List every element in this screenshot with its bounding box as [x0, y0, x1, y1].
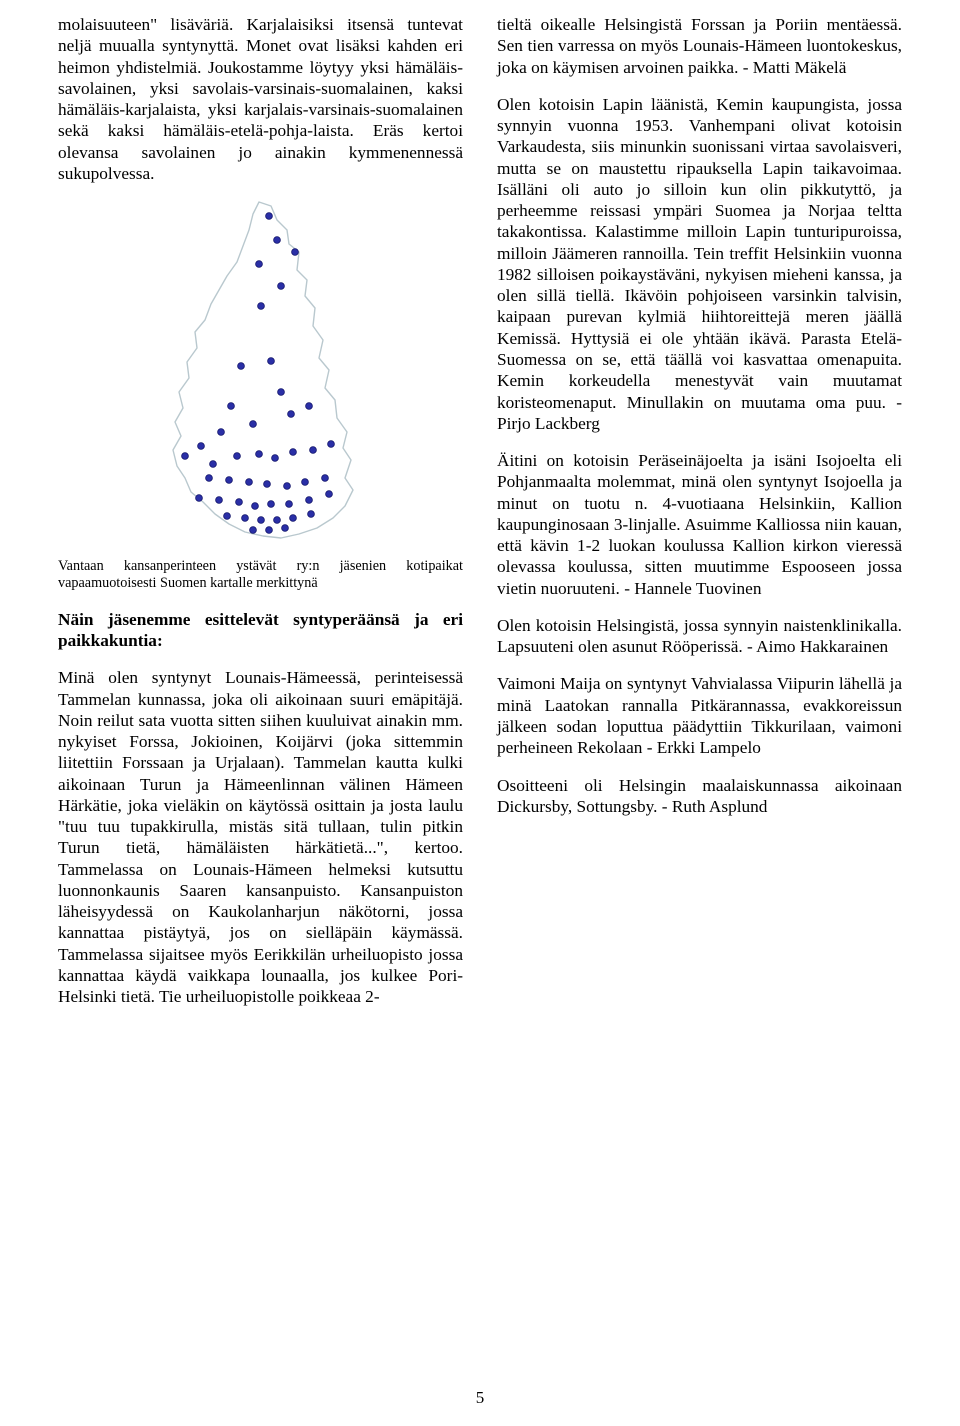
- map-dot: [327, 441, 334, 448]
- map-dot: [277, 389, 284, 396]
- map-dot: [291, 249, 298, 256]
- left-column: molaisuuteen" lisäväriä. Karjalaisiksi i…: [58, 14, 463, 1008]
- body-paragraph: Osoitteeni oli Helsingin maalaiskunnassa…: [497, 775, 902, 818]
- map-dot: [217, 429, 224, 436]
- map-dot: [287, 411, 294, 418]
- map-dot: [225, 477, 232, 484]
- map-dot: [249, 421, 256, 428]
- map-dot: [233, 453, 240, 460]
- right-column: tieltä oikealle Helsingistä Forssan ja P…: [497, 14, 902, 1008]
- map-dot: [257, 303, 264, 310]
- map-dot: [289, 515, 296, 522]
- map-dot: [305, 497, 312, 504]
- map-dot: [301, 479, 308, 486]
- body-paragraph: molaisuuteen" lisäväriä. Karjalaisiksi i…: [58, 14, 463, 184]
- map-dot: [273, 237, 280, 244]
- map-dot: [281, 525, 288, 532]
- map-dot: [181, 453, 188, 460]
- map-dot: [277, 283, 284, 290]
- body-paragraph: Olen kotoisin Helsingistä, jossa synnyin…: [497, 615, 902, 658]
- map-dot: [307, 511, 314, 518]
- map-dot: [309, 447, 316, 454]
- map-dot: [321, 475, 328, 482]
- map-dot: [273, 517, 280, 524]
- page-number: 5: [476, 1388, 485, 1408]
- map-dot: [215, 497, 222, 504]
- map-figure: Vantaan kansanperinteen ystävät ry:n jäs…: [58, 196, 463, 593]
- map-dot: [237, 363, 244, 370]
- body-paragraph: Äitini on kotoisin Peräseinäjoelta ja is…: [497, 450, 902, 599]
- map-dot: [197, 443, 204, 450]
- map-dot: [245, 479, 252, 486]
- map-dot: [227, 403, 234, 410]
- map-dot: [265, 527, 272, 534]
- body-paragraph: tieltä oikealle Helsingistä Forssan ja P…: [497, 14, 902, 78]
- map-dot: [241, 515, 248, 522]
- map-dot: [209, 461, 216, 468]
- map-dot: [265, 213, 272, 220]
- map-dot: [251, 503, 258, 510]
- map-dot: [235, 499, 242, 506]
- map-dot: [271, 455, 278, 462]
- map-dot: [257, 517, 264, 524]
- map-dot: [195, 495, 202, 502]
- body-paragraph: Vaimoni Maija on syntynyt Vahvialassa Vi…: [497, 673, 902, 758]
- finland-map-icon: [131, 196, 391, 556]
- map-dot: [205, 475, 212, 482]
- map-dot: [267, 501, 274, 508]
- figure-caption: Vantaan kansanperinteen ystävät ry:n jäs…: [58, 558, 463, 593]
- section-heading: Näin jäsenemme esittelevät syntyperäänsä…: [58, 609, 463, 652]
- map-dot: [223, 513, 230, 520]
- body-paragraph: Olen kotoisin Lapin läänistä, Kemin kaup…: [497, 94, 902, 434]
- map-dot: [325, 491, 332, 498]
- map-dot: [283, 483, 290, 490]
- map-dot: [267, 358, 274, 365]
- map-dot: [263, 481, 270, 488]
- body-paragraph: Minä olen syntynyt Lounais-Hämeessä, per…: [58, 667, 463, 1007]
- map-dot: [285, 501, 292, 508]
- map-dot: [305, 403, 312, 410]
- map-dot: [289, 449, 296, 456]
- map-dot: [255, 451, 262, 458]
- map-dot: [249, 527, 256, 534]
- map-dot: [255, 261, 262, 268]
